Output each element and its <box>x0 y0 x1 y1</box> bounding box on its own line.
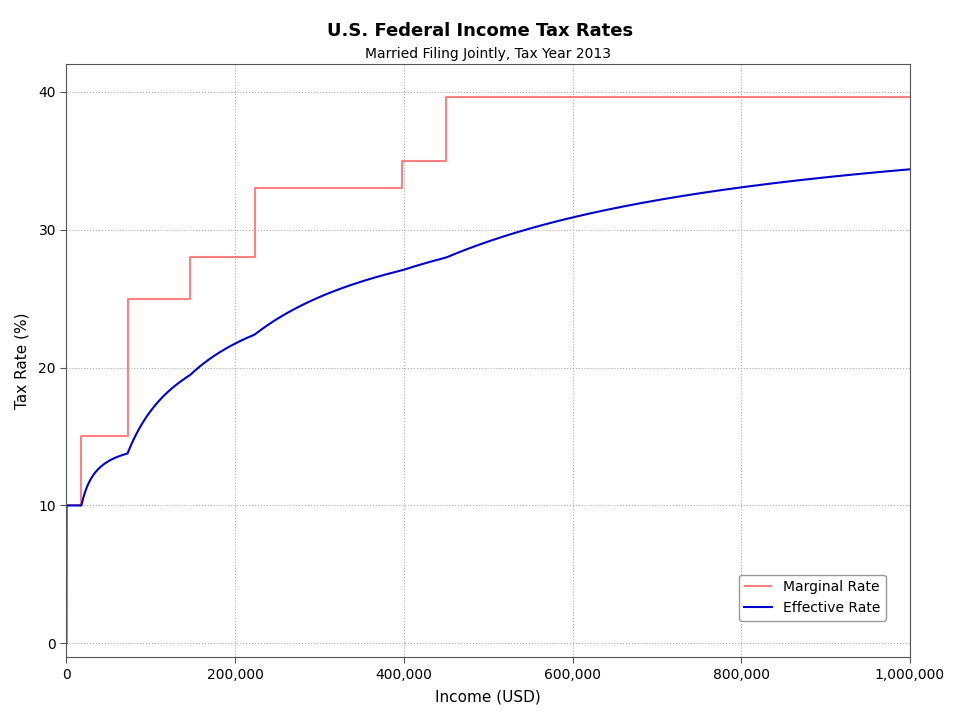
Marginal Rate <box>122 432 133 441</box>
Effective Rate <box>214 348 226 356</box>
Marginal Rate <box>60 501 72 510</box>
Marginal Rate <box>249 253 260 261</box>
Marginal Rate <box>396 184 408 192</box>
Effective Rate <box>755 181 766 189</box>
Effective Rate <box>383 269 395 278</box>
Marginal Rate <box>122 294 133 303</box>
Marginal Rate <box>396 156 408 165</box>
Effective Rate <box>690 189 702 198</box>
Effective Rate <box>904 165 916 174</box>
Marginal Rate <box>249 253 260 261</box>
Marginal Rate <box>441 156 452 165</box>
Marginal Rate <box>441 93 452 102</box>
Text: U.S. Federal Income Tax Rates: U.S. Federal Income Tax Rates <box>327 22 633 40</box>
Marginal Rate <box>76 501 87 510</box>
Marginal Rate <box>184 253 196 261</box>
Title: Married Filing Jointly, Tax Year 2013: Married Filing Jointly, Tax Year 2013 <box>365 48 612 61</box>
Effective Rate <box>566 213 578 222</box>
Marginal Rate <box>76 432 87 441</box>
Effective Rate <box>610 204 621 212</box>
Marginal Rate <box>249 184 260 192</box>
Y-axis label: Tax Rate (%): Tax Rate (%) <box>15 312 30 409</box>
Marginal Rate <box>904 93 916 102</box>
Marginal Rate <box>122 432 133 441</box>
Marginal Rate <box>441 156 452 165</box>
X-axis label: Income (USD): Income (USD) <box>435 690 541 705</box>
Effective Rate <box>60 639 72 648</box>
Marginal Rate <box>396 184 408 192</box>
Marginal Rate <box>184 294 196 303</box>
Marginal Rate <box>76 501 87 510</box>
Line: Effective Rate: Effective Rate <box>66 169 910 644</box>
Line: Marginal Rate: Marginal Rate <box>66 97 910 505</box>
Legend: Marginal Rate, Effective Rate: Marginal Rate, Effective Rate <box>739 575 886 621</box>
Marginal Rate <box>184 294 196 303</box>
